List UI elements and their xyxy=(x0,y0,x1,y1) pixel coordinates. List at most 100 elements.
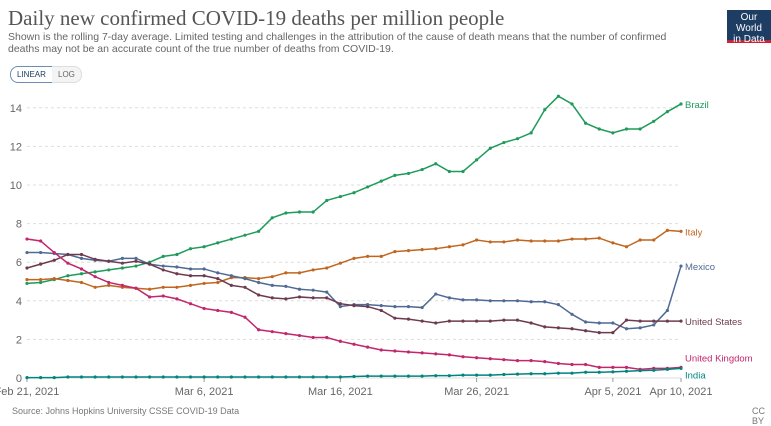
data-point xyxy=(638,127,642,131)
data-point xyxy=(515,318,520,322)
series-label: India xyxy=(685,370,706,381)
data-point xyxy=(39,376,43,380)
log-scale-button[interactable]: LOG xyxy=(52,66,82,83)
data-point xyxy=(597,321,601,325)
data-point xyxy=(434,162,438,166)
data-point xyxy=(679,229,683,233)
data-point xyxy=(529,131,533,135)
data-point xyxy=(665,308,669,313)
data-point xyxy=(134,286,138,290)
data-point xyxy=(488,357,492,361)
data-point xyxy=(52,376,56,380)
data-point xyxy=(325,266,329,270)
data-point xyxy=(297,295,302,299)
data-point xyxy=(529,359,533,363)
data-point xyxy=(134,259,138,263)
data-point xyxy=(161,264,165,268)
data-point xyxy=(257,229,261,233)
series-line-brazil xyxy=(26,95,682,285)
y-tick-label: 6 xyxy=(16,257,22,269)
data-point xyxy=(611,321,615,325)
data-point xyxy=(79,280,84,285)
data-point xyxy=(434,321,438,325)
data-point xyxy=(297,375,302,379)
data-point xyxy=(515,137,520,141)
series-line-mexico xyxy=(27,251,682,330)
data-point xyxy=(556,361,560,366)
data-point xyxy=(229,310,233,314)
data-point xyxy=(175,375,179,379)
data-point xyxy=(366,345,370,349)
data-point xyxy=(284,375,288,379)
data-point xyxy=(584,362,588,367)
data-point xyxy=(79,272,84,276)
data-point xyxy=(39,239,43,243)
data-point xyxy=(52,277,56,281)
series-label: United States xyxy=(685,317,742,328)
data-point xyxy=(120,283,124,287)
data-point xyxy=(379,308,383,313)
data-point xyxy=(202,274,206,278)
license-note[interactable]: CC BY xyxy=(752,406,765,426)
data-point xyxy=(257,280,261,285)
data-point xyxy=(597,370,601,374)
y-tick-label: 2 xyxy=(16,334,22,346)
data-point xyxy=(488,299,492,303)
data-point xyxy=(434,292,438,296)
data-point xyxy=(624,369,629,373)
data-point xyxy=(624,365,629,369)
data-point xyxy=(66,274,70,278)
data-point xyxy=(39,250,43,255)
data-point xyxy=(66,252,70,257)
data-point xyxy=(624,327,629,331)
data-point xyxy=(243,277,247,281)
data-point xyxy=(570,327,574,331)
data-point xyxy=(66,261,70,265)
data-point xyxy=(52,258,56,262)
data-point xyxy=(366,374,370,378)
data-point xyxy=(393,249,397,254)
data-point xyxy=(202,375,206,379)
data-point xyxy=(366,185,370,189)
data-point xyxy=(311,210,315,214)
data-point xyxy=(379,348,383,352)
data-point xyxy=(679,319,683,323)
data-point xyxy=(338,261,342,265)
data-point xyxy=(379,304,383,308)
data-point xyxy=(148,262,152,266)
source-note[interactable]: Source: Johns Hopkins University CSSE CO… xyxy=(12,406,240,416)
data-point xyxy=(352,304,356,308)
y-tick-label: 0 xyxy=(16,373,22,385)
data-point xyxy=(257,277,261,281)
data-point xyxy=(584,329,588,333)
data-point xyxy=(66,278,70,283)
data-point xyxy=(393,374,397,378)
data-point xyxy=(638,238,642,242)
data-point xyxy=(338,194,342,199)
data-point xyxy=(338,304,342,309)
data-point xyxy=(584,121,588,125)
data-point xyxy=(556,326,560,330)
data-point xyxy=(393,173,397,177)
data-point xyxy=(107,280,111,285)
data-point xyxy=(229,237,233,241)
data-point xyxy=(638,319,642,323)
data-point xyxy=(79,375,84,379)
y-tick-label: 8 xyxy=(16,219,22,231)
data-point xyxy=(229,375,233,379)
data-point xyxy=(311,335,315,340)
data-point xyxy=(243,315,247,319)
owid-logo[interactable]: Our World in Data xyxy=(727,10,771,45)
data-point xyxy=(284,332,288,336)
data-point xyxy=(638,326,642,330)
data-point xyxy=(420,374,424,378)
data-point xyxy=(461,169,465,174)
data-point xyxy=(325,290,329,294)
data-point xyxy=(352,374,356,379)
data-point xyxy=(25,376,29,380)
data-point xyxy=(515,372,520,376)
data-point xyxy=(216,308,220,313)
data-point xyxy=(216,375,220,379)
data-point xyxy=(148,287,152,291)
data-point xyxy=(284,284,288,288)
